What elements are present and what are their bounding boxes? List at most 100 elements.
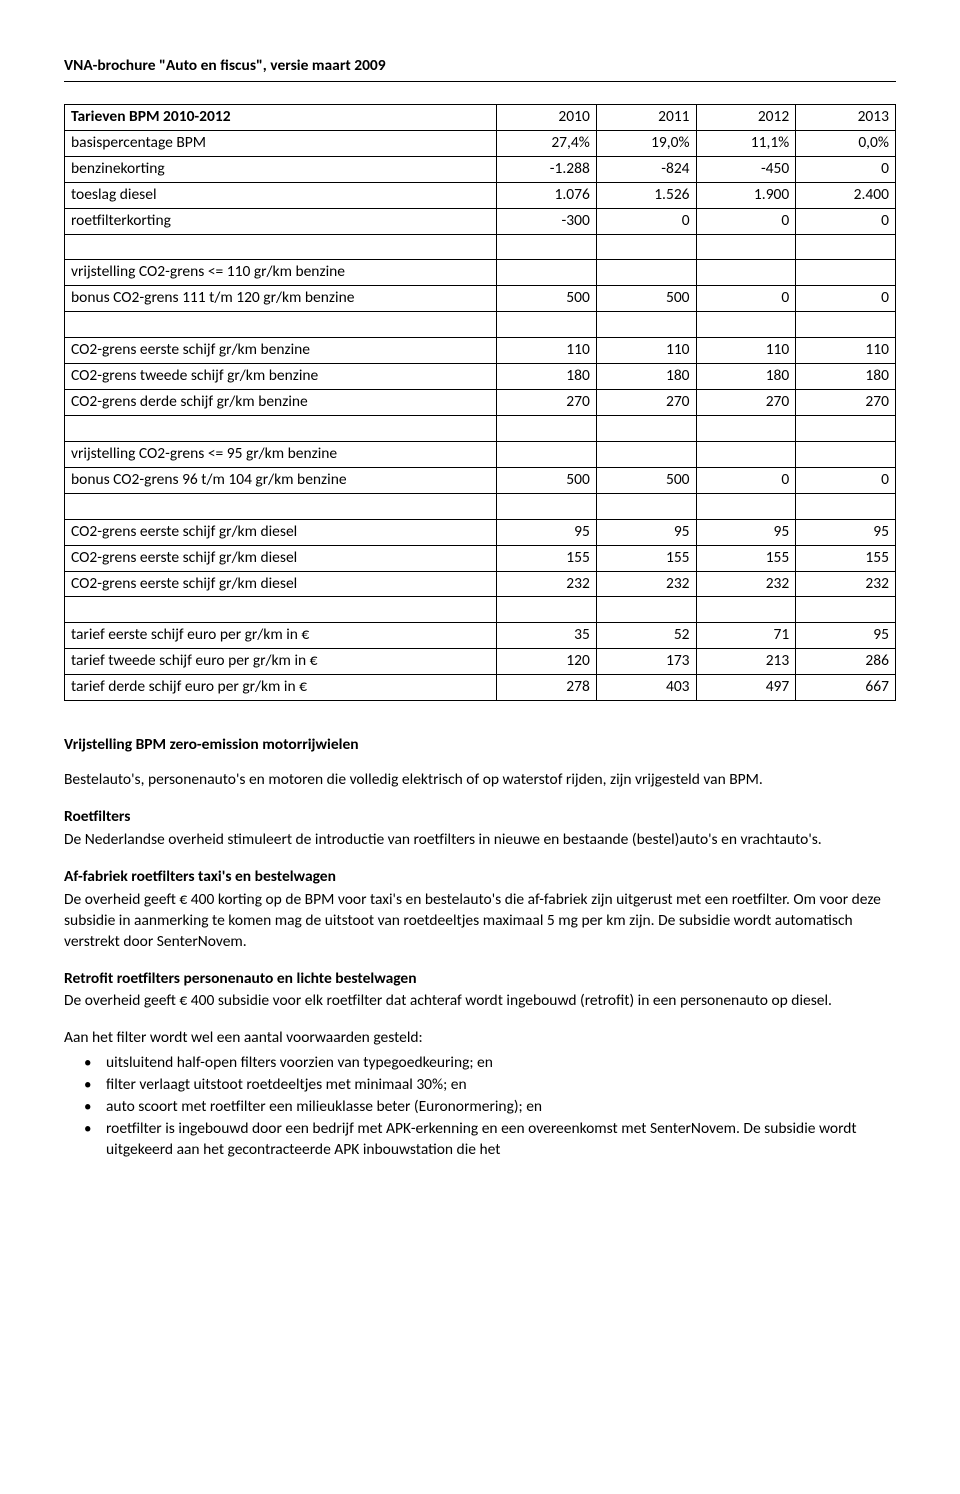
row-value: 173 bbox=[596, 649, 696, 675]
row-value: 0 bbox=[796, 286, 896, 312]
row-value: 2.400 bbox=[796, 182, 896, 208]
spacer-cell bbox=[65, 312, 497, 338]
spacer-cell bbox=[796, 493, 896, 519]
row-label: CO2-grens eerste schijf gr/km benzine bbox=[65, 338, 497, 364]
sec4-title: Retrofit roetfilters personenauto en lic… bbox=[64, 969, 896, 990]
row-value: 232 bbox=[497, 571, 597, 597]
row-value: 155 bbox=[497, 545, 597, 571]
bullet-item: uitsluitend half-open filters voorzien v… bbox=[64, 1053, 896, 1074]
row-label: CO2-grens tweede schijf gr/km benzine bbox=[65, 364, 497, 390]
row-value: 0,0% bbox=[796, 130, 896, 156]
spacer-cell bbox=[596, 312, 696, 338]
row-value: 500 bbox=[596, 286, 696, 312]
spacer-cell bbox=[497, 415, 597, 441]
row-label: CO2-grens eerste schijf gr/km diesel bbox=[65, 519, 497, 545]
row-value: 278 bbox=[497, 675, 597, 701]
row-value: 1.076 bbox=[497, 182, 597, 208]
sec3-p1: De overheid geeft € 400 korting op de BP… bbox=[64, 890, 896, 953]
row-value: 500 bbox=[596, 467, 696, 493]
row-value: 403 bbox=[596, 675, 696, 701]
row-label: benzinekorting bbox=[65, 156, 497, 182]
row-label: toeslag diesel bbox=[65, 182, 497, 208]
bullet-item: filter verlaagt uitstoot roetdeeltjes me… bbox=[64, 1075, 896, 1096]
row-value: 232 bbox=[596, 571, 696, 597]
spacer-cell bbox=[65, 415, 497, 441]
row-value: 270 bbox=[796, 390, 896, 416]
row-value bbox=[497, 260, 597, 286]
row-value: 110 bbox=[796, 338, 896, 364]
spacer-cell bbox=[65, 493, 497, 519]
row-value: 95 bbox=[596, 519, 696, 545]
row-value: 500 bbox=[497, 286, 597, 312]
row-label: CO2-grens derde schijf gr/km benzine bbox=[65, 390, 497, 416]
row-value: 1.900 bbox=[696, 182, 796, 208]
row-label: basispercentage BPM bbox=[65, 130, 497, 156]
row-label: CO2-grens eerste schijf gr/km diesel bbox=[65, 571, 497, 597]
row-label: vrijstelling CO2-grens <= 95 gr/km benzi… bbox=[65, 441, 497, 467]
row-value: 1.526 bbox=[596, 182, 696, 208]
spacer-cell bbox=[497, 493, 597, 519]
sec2-p1: De Nederlandse overheid stimuleert de in… bbox=[64, 830, 896, 851]
row-value: 110 bbox=[696, 338, 796, 364]
row-value: 11,1% bbox=[696, 130, 796, 156]
sec1-p1: Bestelauto's, personenauto's en motoren … bbox=[64, 770, 896, 791]
row-value: 270 bbox=[497, 390, 597, 416]
row-value: 110 bbox=[596, 338, 696, 364]
row-value: 155 bbox=[796, 545, 896, 571]
row-value: 120 bbox=[497, 649, 597, 675]
row-value bbox=[796, 441, 896, 467]
spacer-cell bbox=[696, 312, 796, 338]
row-value: 71 bbox=[696, 623, 796, 649]
sec2-title: Roetfilters bbox=[64, 807, 896, 828]
row-value: 286 bbox=[796, 649, 896, 675]
row-value: 500 bbox=[497, 467, 597, 493]
row-value: 95 bbox=[796, 623, 896, 649]
row-value bbox=[796, 260, 896, 286]
row-value: -1.288 bbox=[497, 156, 597, 182]
bullet-item: roetfilter is ingebouwd door een bedrijf… bbox=[64, 1119, 896, 1161]
row-value: -300 bbox=[497, 208, 597, 234]
row-value: 0 bbox=[796, 156, 896, 182]
row-value bbox=[696, 441, 796, 467]
row-value: 180 bbox=[696, 364, 796, 390]
row-value: 155 bbox=[596, 545, 696, 571]
spacer-cell bbox=[65, 597, 497, 623]
row-value bbox=[497, 441, 597, 467]
spacer-cell bbox=[696, 493, 796, 519]
spacer-cell bbox=[796, 415, 896, 441]
row-value: -450 bbox=[696, 156, 796, 182]
row-value: 497 bbox=[696, 675, 796, 701]
row-value: 0 bbox=[696, 208, 796, 234]
row-value: 52 bbox=[596, 623, 696, 649]
bullet-item: auto scoort met roetfilter een milieukla… bbox=[64, 1097, 896, 1118]
row-value: 35 bbox=[497, 623, 597, 649]
row-value: 0 bbox=[796, 467, 896, 493]
spacer-cell bbox=[596, 234, 696, 260]
sec4-p1: De overheid geeft € 400 subsidie voor el… bbox=[64, 991, 896, 1012]
row-label: roetfilterkorting bbox=[65, 208, 497, 234]
row-value bbox=[596, 441, 696, 467]
sec5-bullet-list: uitsluitend half-open filters voorzien v… bbox=[64, 1053, 896, 1161]
row-label: bonus CO2-grens 96 t/m 104 gr/km benzine bbox=[65, 467, 497, 493]
row-label: bonus CO2-grens 111 t/m 120 gr/km benzin… bbox=[65, 286, 497, 312]
spacer-cell bbox=[796, 234, 896, 260]
row-value: 95 bbox=[696, 519, 796, 545]
row-value bbox=[696, 260, 796, 286]
row-value: 95 bbox=[796, 519, 896, 545]
row-value: 0 bbox=[696, 467, 796, 493]
row-value: 95 bbox=[497, 519, 597, 545]
row-label: tarief derde schijf euro per gr/km in € bbox=[65, 675, 497, 701]
row-value: 270 bbox=[596, 390, 696, 416]
year-header: 2010 bbox=[497, 104, 597, 130]
row-value: 180 bbox=[497, 364, 597, 390]
spacer-cell bbox=[596, 597, 696, 623]
row-label: vrijstelling CO2-grens <= 110 gr/km benz… bbox=[65, 260, 497, 286]
row-value: 0 bbox=[596, 208, 696, 234]
row-label: CO2-grens eerste schijf gr/km diesel bbox=[65, 545, 497, 571]
row-label: tarief tweede schijf euro per gr/km in € bbox=[65, 649, 497, 675]
row-value: 232 bbox=[696, 571, 796, 597]
row-value: 180 bbox=[796, 364, 896, 390]
sec5-intro: Aan het filter wordt wel een aantal voor… bbox=[64, 1028, 896, 1049]
spacer-cell bbox=[796, 312, 896, 338]
spacer-cell bbox=[696, 597, 796, 623]
